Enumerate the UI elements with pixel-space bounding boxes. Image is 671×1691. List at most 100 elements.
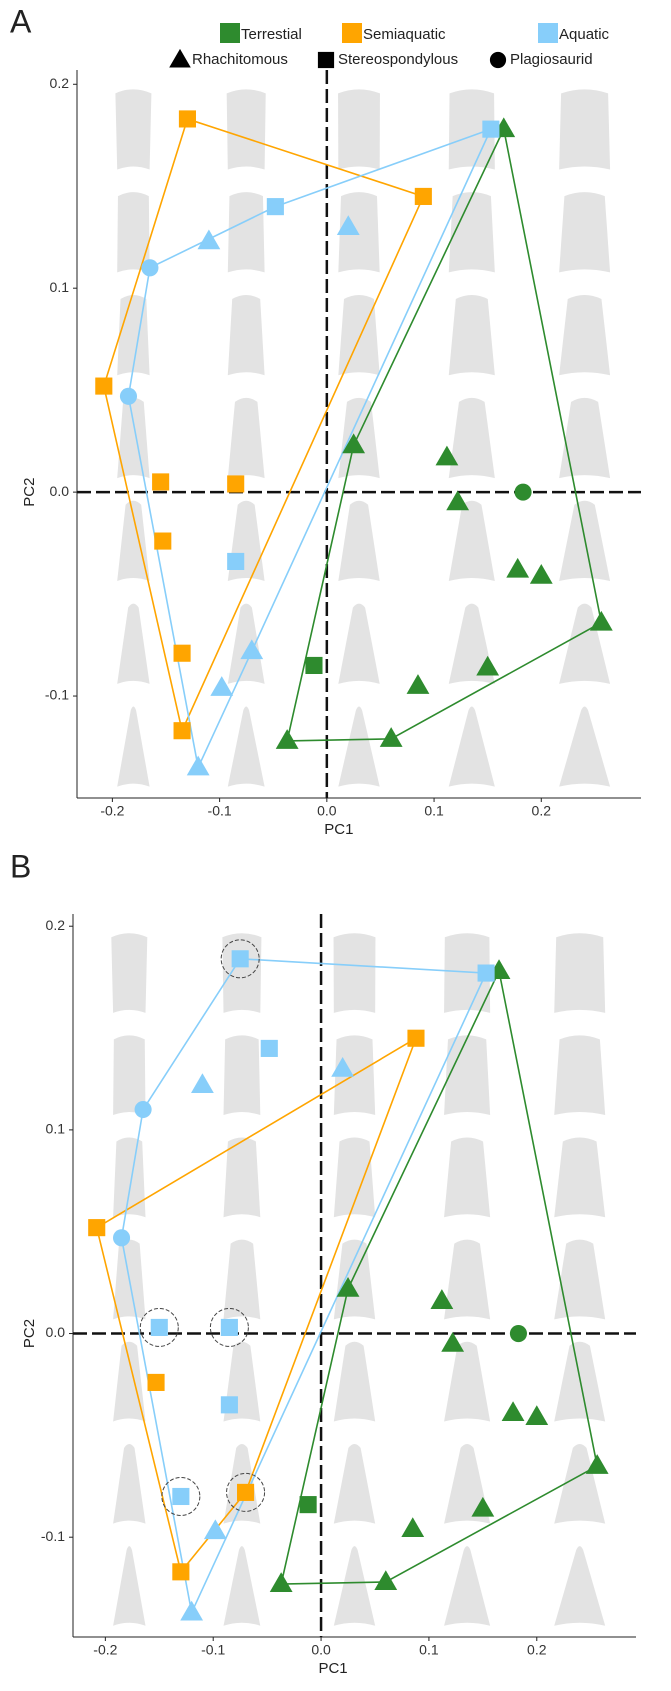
panel-label: B (10, 848, 31, 884)
shape-silhouette (334, 933, 376, 1013)
triangle-point (197, 230, 220, 250)
circle-point (490, 52, 506, 68)
triangle-point (401, 1517, 424, 1537)
square-point (152, 473, 169, 490)
y-axis-title: PC2 (21, 478, 38, 507)
hull (287, 129, 601, 741)
triangle-point (446, 491, 469, 511)
panel-label: A (10, 3, 32, 39)
circle-point (141, 259, 158, 276)
square-point (172, 1488, 189, 1505)
triangle-point (506, 558, 529, 578)
square-point (415, 188, 432, 205)
legend-label: Aquatic (559, 26, 610, 43)
shape-silhouette (113, 1444, 145, 1524)
square-point (267, 198, 284, 215)
y-tick-label: 0.1 (46, 1121, 66, 1137)
shape-silhouette (228, 398, 265, 478)
shape-silhouette (559, 89, 610, 169)
hull (281, 971, 597, 1584)
triangle-point (374, 1570, 397, 1590)
square-point (174, 645, 191, 662)
square-point (227, 553, 244, 570)
shape-silhouette (117, 604, 149, 684)
shape-silhouette (228, 706, 265, 786)
triangle-point (169, 49, 191, 68)
square-point (172, 1563, 189, 1580)
y-tick-label: -0.1 (45, 687, 69, 703)
x-tick-label: 0.0 (311, 1642, 331, 1658)
x-axis-title: PC1 (318, 1660, 347, 1677)
shape-silhouette (224, 1035, 261, 1115)
shape-silhouette (449, 295, 495, 375)
shape-silhouette (559, 398, 610, 478)
square-point (478, 965, 495, 982)
triangle-point (530, 564, 553, 584)
shape-silhouette (338, 398, 379, 478)
legend-swatch (342, 23, 362, 43)
square-point (407, 1030, 424, 1047)
shape-silhouette (444, 1035, 490, 1115)
x-tick-label: -0.2 (100, 803, 124, 819)
square-point (237, 1484, 254, 1501)
shape-silhouette (334, 1342, 375, 1422)
shape-silhouette (554, 1138, 605, 1218)
triangle-point (407, 674, 430, 694)
legend-label: Stereospondylous (338, 51, 458, 68)
shape-silhouette (334, 1546, 375, 1626)
shape-silhouette (554, 1035, 605, 1115)
y-tick-label: 0.2 (50, 75, 70, 91)
shape-silhouette (444, 1546, 490, 1626)
shape-silhouette (117, 192, 149, 272)
shape-silhouette (228, 192, 265, 272)
triangle-point (502, 1401, 525, 1421)
square-point (179, 110, 196, 127)
shape-silhouette (113, 1138, 145, 1218)
legend-swatch (220, 23, 240, 43)
circle-point (510, 1325, 527, 1342)
shape-silhouette (554, 1546, 605, 1626)
circle-point (515, 484, 532, 501)
shape-silhouette (554, 1240, 605, 1320)
legend-label: Semiaquatic (363, 26, 446, 43)
triangle-point (191, 1073, 214, 1093)
shape-silhouette (111, 933, 147, 1013)
shape-silhouette (224, 1546, 261, 1626)
triangle-point (380, 727, 403, 747)
x-tick-label: 0.0 (317, 803, 337, 819)
square-point (95, 378, 112, 395)
hull (122, 959, 487, 1613)
x-tick-label: 0.1 (419, 1642, 439, 1658)
square-point (154, 533, 171, 550)
x-tick-label: 0.1 (424, 803, 444, 819)
x-tick-label: 0.2 (532, 803, 552, 819)
shape-silhouette (449, 501, 495, 581)
y-tick-label: -0.1 (41, 1528, 65, 1544)
legend-label: Terrestial (241, 26, 302, 43)
shape-silhouette (334, 1240, 375, 1320)
square-point (300, 1496, 317, 1513)
shape-silhouette (338, 604, 379, 684)
square-point (482, 121, 499, 138)
y-tick-label: 0.2 (46, 917, 66, 933)
shape-silhouette (449, 706, 495, 786)
square-point (227, 475, 244, 492)
triangle-point (276, 729, 299, 749)
shape-silhouette (228, 295, 265, 375)
x-tick-label: -0.1 (208, 803, 232, 819)
y-axis-title: PC2 (21, 1319, 38, 1348)
triangle-point (525, 1405, 548, 1425)
legend-label: Plagiosaurid (510, 51, 593, 68)
triangle-point (441, 1332, 464, 1352)
x-tick-label: 0.2 (527, 1642, 547, 1658)
y-tick-label: 0.0 (46, 1324, 66, 1340)
x-axis-title: PC1 (324, 821, 353, 838)
triangle-point (204, 1519, 227, 1539)
y-tick-label: 0.1 (50, 279, 70, 295)
triangle-point (180, 1601, 203, 1621)
square-point (305, 657, 322, 674)
x-tick-label: -0.1 (201, 1642, 225, 1658)
shape-silhouette (338, 706, 379, 786)
shape-silhouette (334, 1444, 375, 1524)
shape-silhouette (559, 295, 610, 375)
